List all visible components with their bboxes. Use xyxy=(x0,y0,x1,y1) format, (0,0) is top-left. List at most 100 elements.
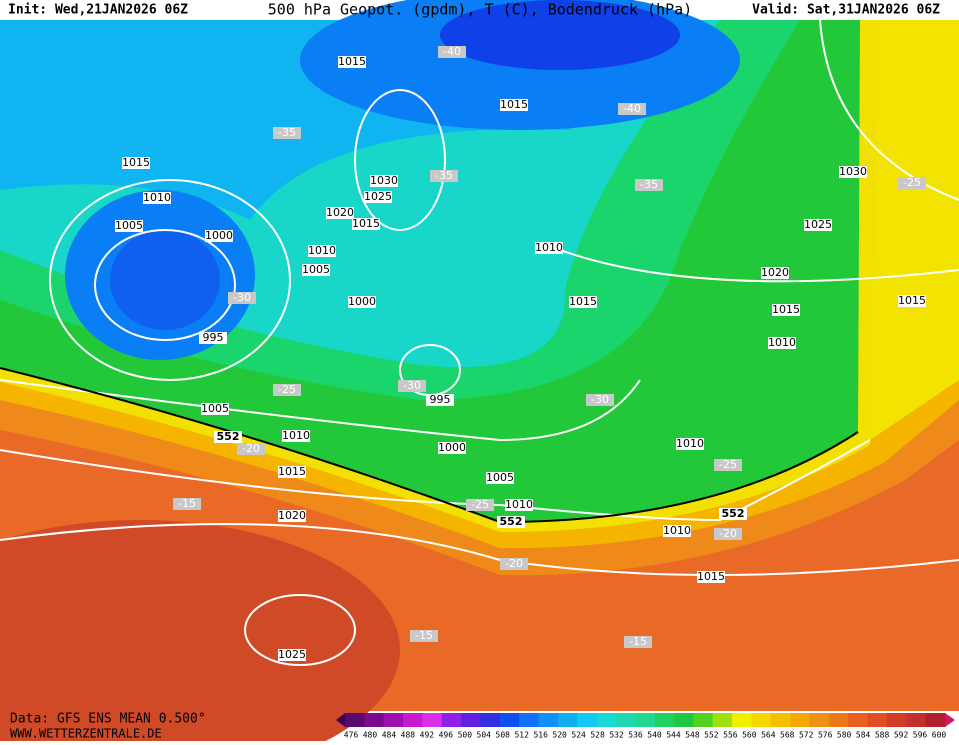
temperature-label: -35 xyxy=(640,178,658,191)
pressure-label-box xyxy=(676,438,704,450)
temperature-label: -40 xyxy=(443,45,461,58)
map-labels: 1015101510151010103010251020101510051000… xyxy=(115,45,926,661)
temperature-label-box xyxy=(430,170,458,182)
colorbar-swatch xyxy=(441,713,462,727)
colorbar-label: 528 xyxy=(590,731,605,740)
height-label: 552 xyxy=(722,507,745,520)
pressure-label-box xyxy=(663,525,691,537)
colorbar-swatch xyxy=(867,713,888,727)
temperature-label: -20 xyxy=(242,442,260,455)
colorbar-label: 532 xyxy=(609,731,624,740)
pressure-label: 1010 xyxy=(143,191,171,204)
temperature-label: -30 xyxy=(403,379,421,392)
pressure-label: 1005 xyxy=(201,402,229,415)
pressure-label-box xyxy=(535,242,563,254)
colorbar-swatch xyxy=(480,713,501,727)
temperature-label: -20 xyxy=(505,557,523,570)
pressure-label: 1015 xyxy=(278,465,306,478)
pressure-label-box xyxy=(352,218,380,230)
colorbar-swatch xyxy=(422,713,443,727)
colorbar-label: 540 xyxy=(647,731,662,740)
temperature-label: -30 xyxy=(233,291,251,304)
pressure-label: 995 xyxy=(430,393,451,406)
colorbar-label: 580 xyxy=(837,731,852,740)
pressure-label-box xyxy=(348,296,376,308)
temperature-label-box xyxy=(438,46,466,58)
colorbar-label: 592 xyxy=(894,731,909,740)
isobar xyxy=(559,249,959,283)
map-title: 500 hPa Geopot. (gpdm), T (C), Bodendruc… xyxy=(268,1,692,19)
colorbar-swatch xyxy=(557,713,578,727)
colorbar-label: 564 xyxy=(761,731,776,740)
pressure-label: 1005 xyxy=(486,471,514,484)
colorbar-swatch xyxy=(538,713,559,727)
pressure-label: 1010 xyxy=(308,244,336,257)
pressure-label: 1015 xyxy=(500,98,528,111)
pressure-label-box xyxy=(761,267,789,279)
colorbar-label: 520 xyxy=(552,731,567,740)
pressure-label: 1015 xyxy=(697,570,725,583)
pressure-label: 1000 xyxy=(438,441,466,454)
colorbar-min-arrow xyxy=(336,713,345,727)
height-552-line xyxy=(0,367,859,524)
colorbar-label: 548 xyxy=(685,731,700,740)
colorbar-label: 524 xyxy=(571,731,586,740)
colorbar-label: 516 xyxy=(533,731,548,740)
pressure-label: 1010 xyxy=(282,429,310,442)
colorbar-swatch xyxy=(732,713,752,727)
pressure-label: 995 xyxy=(203,331,224,344)
pressure-label-box xyxy=(201,403,229,415)
pressure-label-box xyxy=(205,230,233,242)
temperature-label: -25 xyxy=(471,498,489,511)
field-yellow-east xyxy=(870,20,959,440)
height-label: 552 xyxy=(217,430,240,443)
pressure-label: 1025 xyxy=(278,648,306,661)
temperature-label-box xyxy=(618,103,646,115)
pressure-label: 1000 xyxy=(348,295,376,308)
pressure-label-box xyxy=(697,571,725,583)
colorbar-label: 556 xyxy=(723,731,738,740)
colorbar-swatch xyxy=(906,713,927,727)
colorbar-label: 500 xyxy=(458,731,473,740)
colorbar-swatch xyxy=(499,713,520,727)
colorbar-label: 560 xyxy=(742,731,757,740)
pressure-label-box xyxy=(804,219,832,231)
colorbar-swatch xyxy=(654,713,675,727)
pressure-label-box xyxy=(500,99,528,111)
pressure-label: 1030 xyxy=(839,165,867,178)
colorbar-label: 584 xyxy=(856,731,871,740)
pressure-label: 1025 xyxy=(364,190,392,203)
pressure-label: 1005 xyxy=(115,219,143,232)
isobars xyxy=(0,19,959,666)
colorbar-swatch xyxy=(519,713,540,727)
pressure-label-box xyxy=(898,295,926,307)
pressure-label: 1010 xyxy=(768,336,796,349)
temperature-label-box xyxy=(624,636,652,648)
colorbar-label: 600 xyxy=(932,731,947,740)
colorbar-swatch xyxy=(848,713,869,727)
temperature-label-box xyxy=(586,394,614,406)
pressure-label-box xyxy=(772,304,800,316)
pressure-label: 1015 xyxy=(352,217,380,230)
pressure-label: 1015 xyxy=(772,303,800,316)
colorbar-label: 484 xyxy=(382,731,397,740)
pressure-label-box xyxy=(486,472,514,484)
init-text: Init: Wed,21JAN2026 06Z xyxy=(8,3,188,18)
pressure-label: 1015 xyxy=(569,295,597,308)
pressure-label-box xyxy=(282,430,310,442)
isobar xyxy=(0,379,641,442)
pressure-label-box xyxy=(278,466,306,478)
colorbar-swatch xyxy=(809,713,830,727)
data-source: Data: GFS ENS MEAN 0.500° xyxy=(10,712,206,727)
pressure-label-box xyxy=(768,337,796,349)
colorbar-label: 492 xyxy=(420,731,435,740)
temperature-label-box xyxy=(273,127,301,139)
height-label: 552 xyxy=(500,515,523,528)
pressure-label: 1025 xyxy=(804,218,832,231)
temperature-label-box xyxy=(466,499,494,511)
pressure-label-box xyxy=(115,220,143,232)
isobar xyxy=(0,439,871,522)
isobar xyxy=(49,179,291,381)
colorbar-swatch xyxy=(615,713,636,727)
